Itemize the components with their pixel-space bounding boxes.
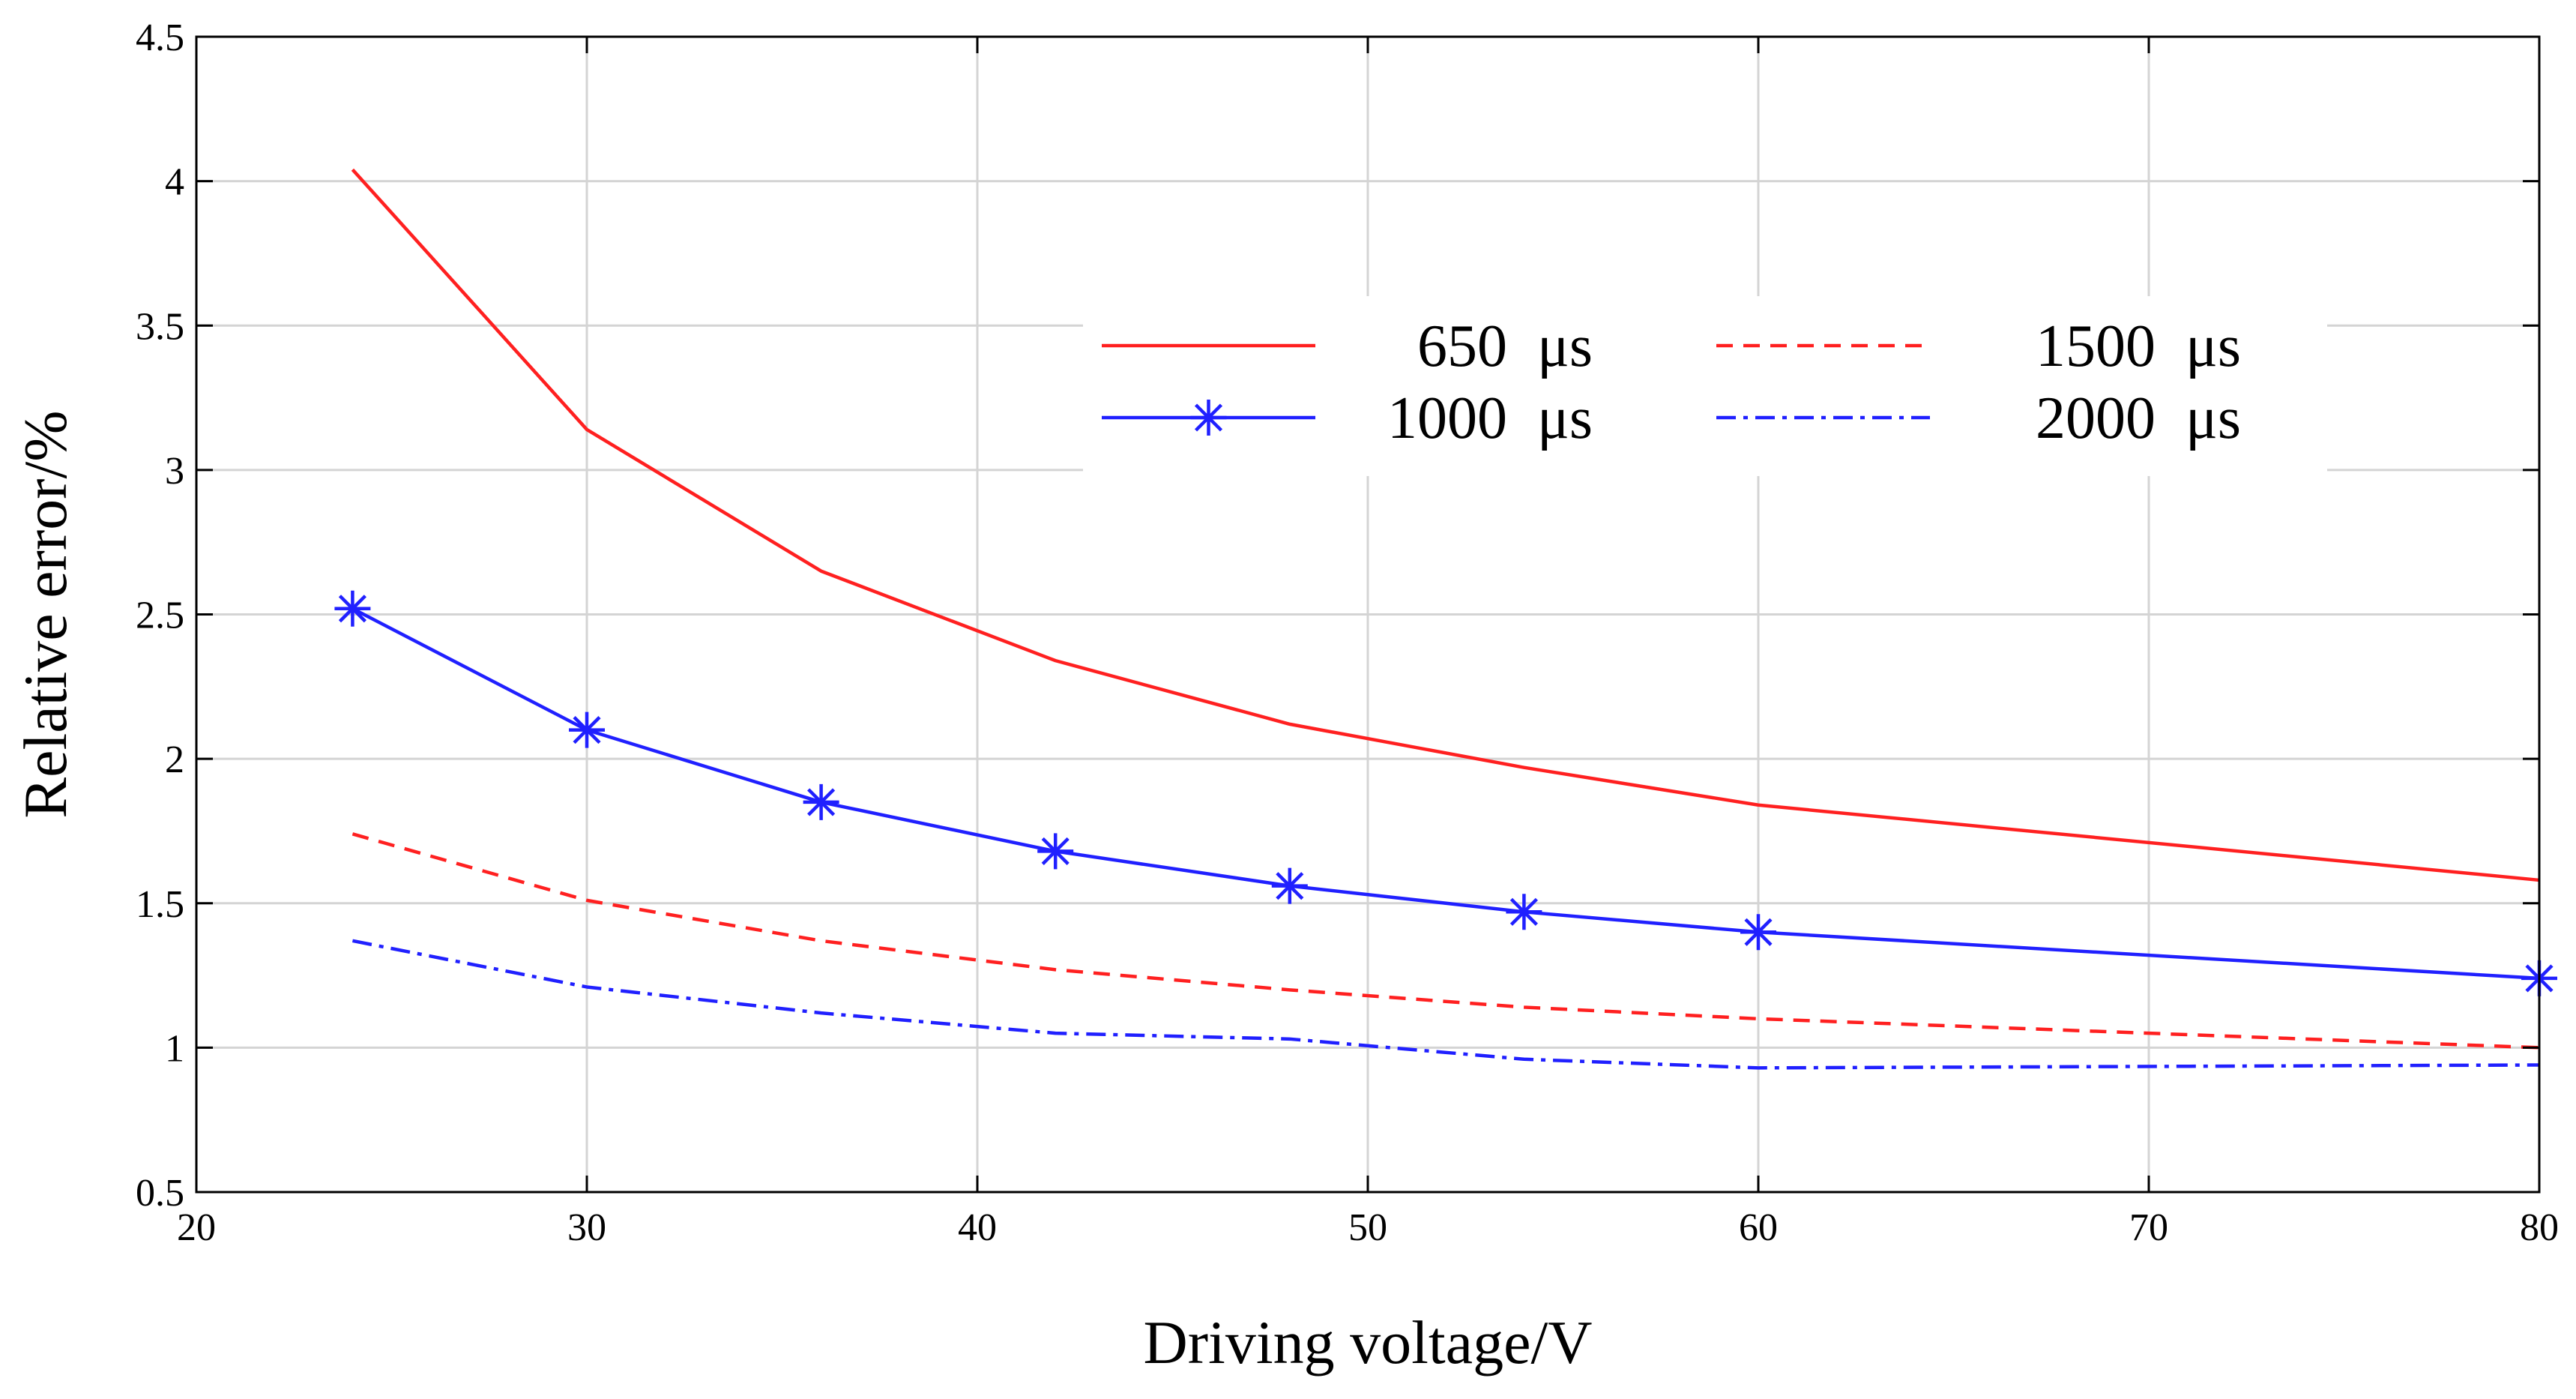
x-tick-label: 40 [958,1206,997,1249]
y-tick-label: 1 [165,1027,184,1070]
y-tick-label: 2.5 [136,595,184,637]
marker-stroke [573,716,601,744]
legend-label-1: 1000 μs [1387,385,1593,451]
legend-box [1083,296,2327,476]
series-line-1 [352,607,2540,981]
y-tick-label: 0.5 [136,1172,184,1215]
x-tick-label: 80 [2520,1206,2559,1249]
x-tick-label: 30 [567,1206,606,1249]
marker-stroke [338,595,367,623]
data-point-marker [569,711,605,748]
series-line-0 [351,168,2540,882]
series-line-2 [352,832,2540,1050]
marker-stroke [1276,872,1304,900]
y-tick-label: 3 [165,450,184,493]
y-tick-label: 2 [165,738,184,781]
marker-stroke [1194,403,1223,432]
legend-label-2: 1500 μs [2036,313,2241,379]
legend-label-0: 650 μs [1417,313,1593,379]
marker-stroke [807,788,836,816]
data-point-marker [1740,914,1776,951]
x-tick-label: 70 [2129,1206,2168,1249]
series-line-3 [352,939,2540,1070]
marker-stroke [1744,918,1773,946]
y-tick-label: 3.5 [136,305,184,348]
x-tick-label: 20 [177,1206,216,1249]
x-axis-title: Driving voltage/V [1144,1308,1593,1377]
x-tick-label: 50 [1348,1206,1387,1249]
marker-stroke [1509,897,1538,926]
data-point-marker [803,783,839,820]
y-axis-title: Relative error/% [11,410,79,818]
data-point-marker [334,590,371,627]
y-tick-label: 4.5 [136,16,184,59]
y-tick-label: 1.5 [136,883,184,926]
legend-marker [1190,400,1227,436]
x-tick-label: 60 [1739,1206,1778,1249]
axis-ticks: 20 30 40 50 60 70 80 0.5 1 1.5 2 2.5 3 3.5 4 4.5 [136,16,2559,1249]
legend-label-3: 2000 μs [2036,385,2241,451]
y-tick-label: 4 [165,161,184,204]
series-layer [334,168,2557,1070]
data-point-marker [1037,833,1074,870]
data-point-marker [1506,894,1542,930]
data-point-marker [1271,867,1308,904]
marker-stroke [1041,837,1070,865]
